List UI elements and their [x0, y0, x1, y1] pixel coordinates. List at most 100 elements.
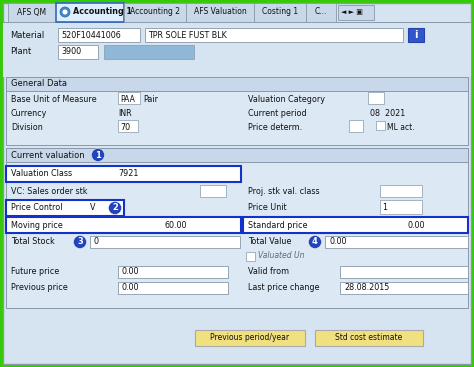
Circle shape	[63, 10, 67, 15]
Text: Price Control: Price Control	[11, 203, 63, 212]
Text: Accounting 1: Accounting 1	[73, 7, 132, 17]
Text: Material: Material	[10, 32, 44, 40]
Text: Currency: Currency	[11, 109, 47, 117]
Bar	[6, 77, 468, 145]
Bar	[349, 120, 363, 132]
Bar	[195, 330, 305, 346]
Bar	[118, 282, 228, 294]
Text: Costing 1: Costing 1	[262, 7, 298, 17]
Text: AFS QM: AFS QM	[18, 7, 46, 17]
Bar	[186, 3, 254, 22]
Text: Price determ.: Price determ.	[248, 123, 302, 131]
Bar	[118, 266, 228, 278]
Circle shape	[60, 7, 70, 17]
Bar	[3, 22, 471, 23]
Circle shape	[91, 149, 104, 161]
Bar	[380, 200, 422, 214]
Text: 1: 1	[382, 203, 387, 211]
Text: Valid from: Valid from	[248, 268, 289, 276]
Text: Plant: Plant	[10, 47, 31, 57]
Text: Std cost estimate: Std cost estimate	[336, 334, 402, 342]
Text: PAA: PAA	[120, 94, 135, 103]
Text: Proj. stk val. class: Proj. stk val. class	[248, 186, 319, 196]
Text: Previous price: Previous price	[11, 283, 68, 292]
Text: Moving price: Moving price	[11, 221, 63, 229]
Bar	[118, 120, 138, 132]
Bar	[58, 28, 140, 42]
Bar	[104, 45, 194, 59]
Bar	[340, 266, 468, 278]
Text: 28.08.2015: 28.08.2015	[344, 283, 389, 292]
Text: AFS Valuation: AFS Valuation	[193, 7, 246, 17]
Text: Valuated Un: Valuated Un	[258, 251, 304, 261]
Text: C...: C...	[315, 7, 327, 17]
Text: 0.00: 0.00	[330, 237, 347, 247]
Bar	[315, 330, 423, 346]
Text: 60.00: 60.00	[165, 221, 188, 229]
Bar	[3, 22, 471, 77]
Bar	[8, 3, 56, 22]
Text: 3: 3	[77, 237, 83, 247]
Circle shape	[309, 236, 321, 248]
Text: Accounting 2: Accounting 2	[130, 7, 180, 17]
Bar	[246, 252, 255, 261]
Bar	[6, 148, 468, 162]
Text: V: V	[90, 203, 95, 212]
Text: Last price change: Last price change	[248, 283, 319, 292]
Bar	[338, 5, 374, 20]
Text: 0.00: 0.00	[122, 283, 139, 292]
Text: 4: 4	[312, 237, 318, 247]
Bar	[243, 217, 468, 233]
Text: Valuation Category: Valuation Category	[248, 94, 325, 103]
Text: 08  2021: 08 2021	[370, 109, 405, 117]
Text: Division: Division	[11, 123, 43, 131]
Circle shape	[73, 236, 86, 248]
Text: 520F10441006: 520F10441006	[61, 30, 121, 40]
Text: Pair: Pair	[143, 94, 158, 103]
Text: TPR SOLE FUST BLK: TPR SOLE FUST BLK	[148, 30, 227, 40]
Text: 1: 1	[95, 150, 101, 160]
Bar	[124, 3, 186, 22]
Text: Future price: Future price	[11, 268, 59, 276]
Bar	[118, 92, 140, 104]
Bar	[6, 148, 468, 308]
Text: Valuation Class: Valuation Class	[11, 170, 72, 178]
Text: Total Stock: Total Stock	[11, 237, 55, 247]
Text: General Data: General Data	[11, 80, 67, 88]
Bar	[368, 92, 384, 104]
Text: Current period: Current period	[248, 109, 307, 117]
Bar	[408, 28, 424, 42]
Circle shape	[109, 201, 121, 214]
Bar	[145, 28, 403, 42]
Bar	[6, 77, 468, 91]
Text: Price Unit: Price Unit	[248, 203, 287, 212]
Bar	[6, 217, 241, 233]
Text: ML act.: ML act.	[387, 123, 415, 131]
Bar	[376, 121, 385, 130]
Bar	[56, 3, 124, 22]
Bar	[6, 200, 124, 216]
Text: INR: INR	[118, 109, 132, 117]
Text: 7921: 7921	[118, 170, 138, 178]
Text: VC: Sales order stk: VC: Sales order stk	[11, 186, 88, 196]
Bar	[254, 3, 306, 22]
Text: 70: 70	[120, 123, 130, 131]
Bar	[90, 236, 240, 248]
Bar	[306, 3, 336, 22]
Bar	[325, 236, 468, 248]
Text: Previous period/year: Previous period/year	[210, 334, 290, 342]
Bar	[58, 45, 98, 59]
Text: 3900: 3900	[61, 47, 81, 57]
Text: 0.00: 0.00	[408, 221, 426, 229]
Bar	[380, 185, 422, 197]
Bar	[6, 166, 241, 182]
Text: 2: 2	[112, 203, 118, 212]
Text: Total Value: Total Value	[248, 237, 292, 247]
Bar	[200, 185, 226, 197]
Text: Standard price: Standard price	[248, 221, 308, 229]
Text: 0.00: 0.00	[122, 268, 139, 276]
Text: ◄ ► ▣: ◄ ► ▣	[341, 9, 363, 15]
Text: 0: 0	[94, 237, 99, 247]
Text: i: i	[414, 30, 418, 40]
Text: Current valuation: Current valuation	[11, 150, 85, 160]
